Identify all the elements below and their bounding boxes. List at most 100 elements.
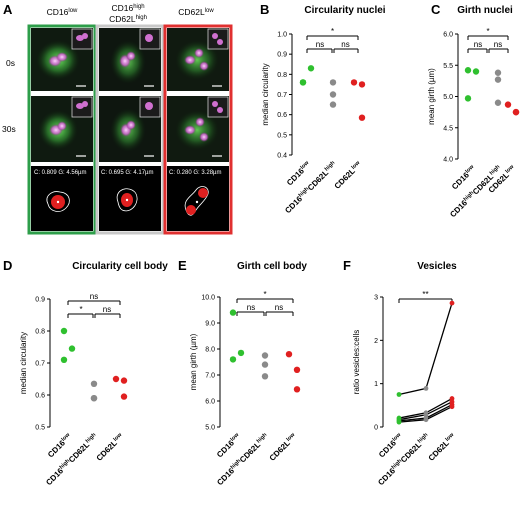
row-label-0s: 0s	[6, 58, 15, 68]
x-label-cd16low: CD16low	[215, 432, 243, 460]
y-tick-label: 0	[374, 425, 378, 432]
sig-label-left: ns	[247, 303, 255, 312]
segmentation-cd16low	[31, 166, 93, 231]
x-label-cd62llow: CD62Llow	[333, 160, 364, 191]
y-tick-label: 6.0	[443, 32, 453, 39]
y-tick-label: 0.6	[277, 112, 287, 119]
x-label-cd62llow: CD62Llow	[427, 432, 458, 463]
data-point	[261, 361, 269, 368]
x-label-cd62llow: CD62Llow	[95, 432, 126, 463]
y-tick-label: 0.8	[277, 72, 287, 79]
sig-label-top: *	[263, 290, 266, 299]
series-line	[398, 302, 453, 396]
x-label-cd16high-cd62lhigh: CD16highCD62Lhigh	[44, 432, 100, 488]
panel-d: D Circularity cell body 0.5 0.6 0.7 0.8 0.9 med…	[3, 258, 168, 487]
data-point	[293, 386, 301, 393]
data-point	[494, 99, 502, 106]
data-point	[90, 395, 98, 402]
sig-label-right: ns	[494, 40, 502, 49]
x-label-cd62llow: CD62Llow	[268, 432, 299, 463]
data-point	[423, 417, 429, 423]
sig-label-top: **	[422, 290, 428, 299]
chart-title: Vesicles	[417, 261, 457, 272]
frame-cd62llow	[163, 24, 233, 235]
data-point	[261, 352, 269, 359]
data-point	[358, 114, 366, 121]
micrograph-cd16high-30s	[99, 96, 161, 162]
data-point	[120, 377, 128, 384]
y-tick-label: 1	[374, 381, 378, 388]
data-point	[494, 76, 502, 83]
data-point	[396, 419, 402, 425]
data-point	[472, 68, 480, 75]
x-label-cd16high-cd62lhigh: CD16highCD62Lhigh	[376, 432, 432, 488]
y-tick-label: 3	[374, 295, 378, 302]
y-tick-label: 0.4	[277, 153, 287, 160]
col-header-3: CD62Llow	[178, 7, 214, 17]
sig-label-left: ns	[316, 40, 324, 49]
y-axis-label: mean girth (µm)	[189, 333, 198, 390]
data-point	[464, 67, 472, 74]
y-axis-label: median circularity	[19, 332, 28, 394]
panel-b: B Circularity nuclei 0.4 0.5 0.6 0.7 0.8 0.9 1.0…	[260, 2, 386, 215]
y-tick-label: 5.0	[205, 425, 215, 432]
y-tick-label: 6.0	[205, 399, 215, 406]
data-point	[60, 356, 68, 363]
y-tick-label: 0.6	[35, 393, 45, 400]
y-tick-label: 0.7	[277, 92, 287, 99]
data-point	[449, 300, 455, 306]
y-tick-label: 0.9	[277, 52, 287, 59]
panel-c: C Girth nuclei 4.0 4.5 5.0 5.5 6.0 mean girth (…	[427, 2, 520, 219]
micrograph-cd62llow-0s	[167, 28, 229, 91]
data-point	[449, 404, 455, 410]
data-point	[423, 386, 429, 391]
panel-label-d: D	[3, 258, 12, 273]
data-point	[350, 79, 358, 86]
y-tick-label: 2	[374, 338, 378, 345]
data-point	[261, 373, 269, 380]
sig-label-top: *	[331, 27, 334, 36]
data-point	[329, 79, 337, 86]
y-tick-label: 4.0	[443, 157, 453, 164]
data-point	[293, 366, 301, 373]
data-point	[112, 375, 120, 383]
data-point	[90, 380, 98, 387]
col-header-2-line2: CD62Lhigh	[109, 14, 147, 24]
segmentation-cd62llow	[167, 166, 229, 231]
frame-cd16high	[95, 24, 165, 235]
measure-cd16low: C: 0.809 G: 4.56µm	[34, 170, 87, 176]
panel-label-b: B	[260, 2, 269, 17]
data-point	[504, 101, 512, 108]
row-label-30s: 30s	[2, 124, 16, 134]
y-tick-label: 8.0	[205, 347, 215, 354]
data-point	[329, 91, 337, 98]
data-point	[285, 351, 293, 358]
data-point	[307, 65, 315, 72]
measure-cd16high: C: 0.695 G: 4.17µm	[101, 170, 154, 176]
micrograph-cd16low-0s	[31, 28, 93, 91]
y-tick-label: 7.0	[205, 373, 215, 380]
sig-label-right: ns	[341, 40, 349, 49]
data-point	[229, 356, 237, 363]
data-point	[358, 81, 366, 88]
data-point	[229, 309, 237, 316]
data-point	[329, 101, 337, 108]
micrograph-cd62llow-30s	[167, 96, 229, 162]
y-tick-label: 5.0	[443, 94, 453, 101]
y-tick-label: 4.5	[443, 125, 453, 132]
panel-label-e: E	[178, 258, 187, 273]
y-tick-label: 1.0	[277, 32, 287, 39]
data-point	[60, 327, 68, 335]
micrograph-cd16low-30s	[31, 96, 93, 162]
y-tick-label: 0.9	[35, 297, 45, 304]
sig-label-left: *	[79, 305, 82, 314]
y-tick-label: 0.5	[35, 425, 45, 432]
panel-label-a: A	[3, 2, 13, 17]
data-point	[120, 393, 128, 400]
data-point	[68, 345, 76, 352]
chart-title: Circularity nuclei	[304, 5, 385, 16]
data-point	[464, 95, 472, 102]
y-axis-label: ratio vesicles:cells	[352, 330, 361, 394]
